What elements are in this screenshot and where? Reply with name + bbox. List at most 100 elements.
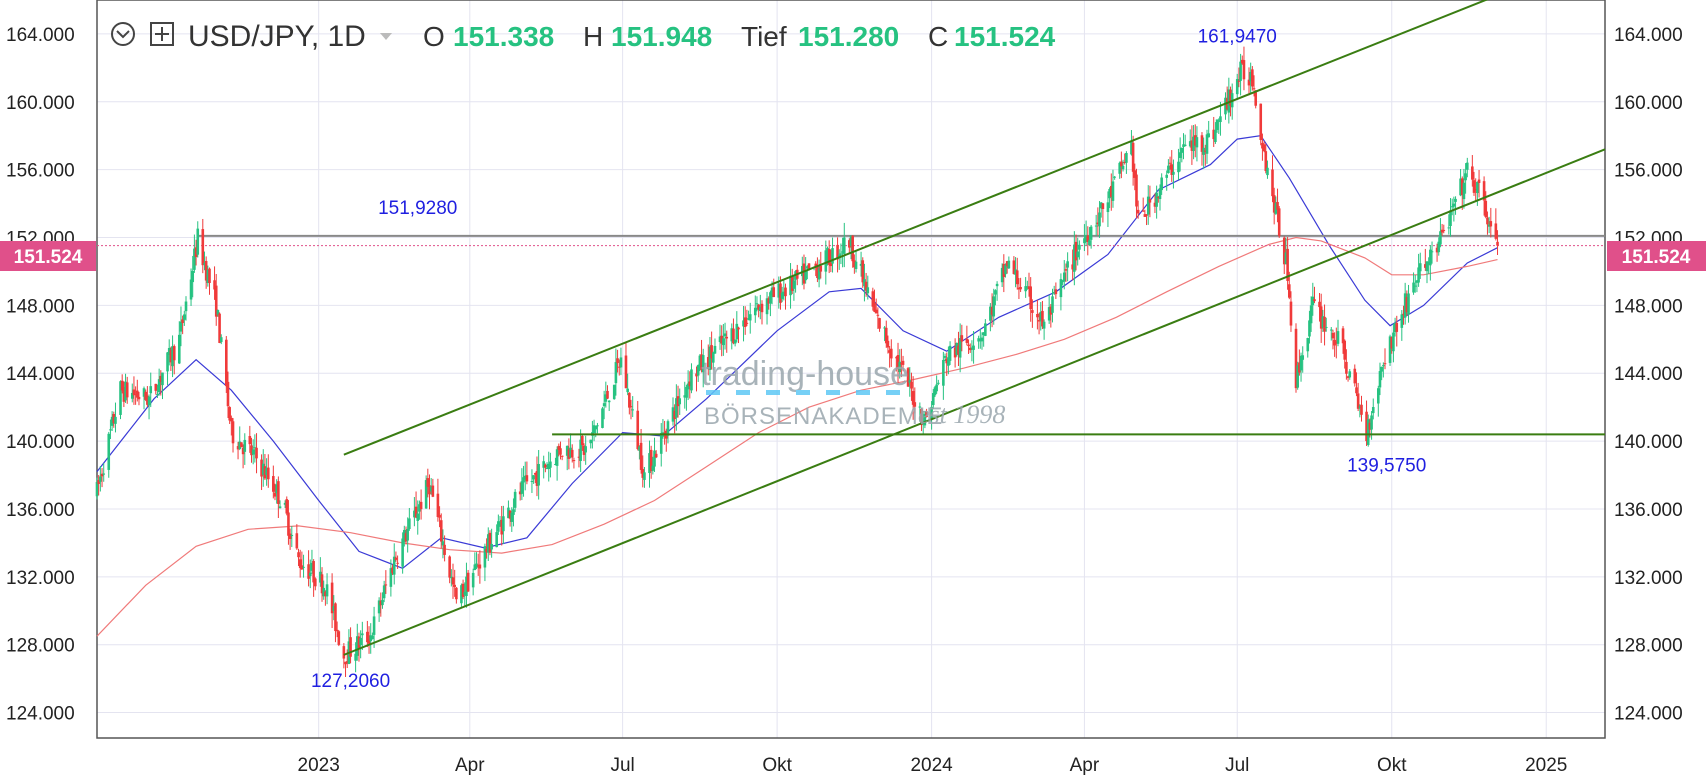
candle-down[interactable] [1141, 197, 1145, 212]
candle-up[interactable] [748, 302, 752, 334]
candle-up[interactable] [831, 237, 834, 273]
candle-down[interactable] [453, 569, 456, 597]
candle-up[interactable] [994, 289, 997, 306]
candle-down[interactable] [1486, 211, 1489, 235]
candle-down[interactable] [384, 570, 388, 594]
candle-down[interactable] [581, 433, 584, 451]
candle-down[interactable] [864, 272, 868, 297]
candle-down[interactable] [871, 287, 875, 311]
candle-down[interactable] [1136, 200, 1140, 219]
candle-down[interactable] [1471, 155, 1474, 187]
candle-up[interactable] [1425, 261, 1429, 284]
candle-up[interactable] [1348, 369, 1352, 380]
candle-up[interactable] [765, 291, 769, 325]
candle-up[interactable] [1042, 319, 1046, 340]
candle-down[interactable] [277, 476, 280, 519]
candle-up[interactable] [167, 339, 171, 366]
candle-down[interactable] [1029, 277, 1032, 322]
candle-up[interactable] [463, 582, 467, 607]
candle-up[interactable] [1450, 198, 1454, 216]
candle-up[interactable] [849, 235, 853, 260]
candle-down[interactable] [636, 400, 640, 451]
candle-down[interactable] [419, 489, 423, 520]
candle-up[interactable] [206, 265, 210, 287]
candle-down[interactable] [1123, 153, 1127, 165]
candle-down[interactable] [285, 496, 289, 516]
candle-up[interactable] [923, 410, 927, 429]
candle-down[interactable] [629, 399, 633, 420]
candle-up[interactable] [355, 623, 359, 661]
candle-down[interactable] [906, 366, 910, 387]
candle-down[interactable] [816, 257, 819, 283]
candle-down[interactable] [394, 551, 398, 562]
candle-down[interactable] [225, 336, 228, 394]
candle-up[interactable] [984, 319, 987, 337]
candle-up[interactable] [520, 468, 524, 501]
candle-down[interactable] [1282, 236, 1286, 275]
candle-down[interactable] [535, 456, 539, 497]
candle-up[interactable] [157, 368, 161, 396]
candle-down[interactable] [1015, 257, 1019, 290]
candle-up[interactable] [403, 525, 406, 547]
candle-down[interactable] [910, 372, 913, 401]
candle-down[interactable] [1131, 135, 1135, 186]
candle-up[interactable] [1407, 284, 1410, 323]
candle-down[interactable] [349, 627, 352, 664]
candle-up[interactable] [1227, 77, 1231, 124]
candle-up[interactable] [392, 543, 396, 585]
candle-up[interactable] [475, 552, 478, 570]
candle-down[interactable] [901, 355, 905, 372]
candle-down[interactable] [1335, 327, 1338, 359]
candle-down[interactable] [990, 293, 994, 328]
candle-up[interactable] [1418, 252, 1422, 279]
candle-down[interactable] [1353, 364, 1357, 387]
candle-up[interactable] [95, 477, 99, 500]
candle-up[interactable] [319, 557, 322, 587]
candle-up[interactable] [261, 449, 265, 487]
candle-down[interactable] [1133, 163, 1137, 191]
candle-down[interactable] [1240, 55, 1244, 65]
candle-down[interactable] [1200, 132, 1204, 166]
candle-up[interactable] [359, 630, 362, 659]
candle-down[interactable] [925, 408, 928, 418]
candle-up[interactable] [931, 389, 935, 410]
candle-up[interactable] [483, 543, 487, 582]
candle-up[interactable] [619, 347, 623, 376]
candle-down[interactable] [878, 317, 881, 332]
candle-up[interactable] [1167, 159, 1170, 174]
collapse-icon[interactable] [111, 22, 135, 46]
candle-down[interactable] [1064, 263, 1068, 282]
candle-up[interactable] [614, 348, 618, 396]
candle-up[interactable] [1311, 282, 1315, 316]
candle-down[interactable] [312, 559, 315, 597]
candle-down[interactable] [557, 443, 561, 457]
candle-down[interactable] [1254, 89, 1258, 109]
candle-down[interactable] [1365, 400, 1368, 446]
candle-down[interactable] [255, 433, 258, 474]
candle-down[interactable] [1482, 176, 1486, 216]
candle-down[interactable] [240, 442, 243, 448]
candle-up[interactable] [1299, 352, 1303, 382]
candle-down[interactable] [743, 306, 747, 335]
candle-down[interactable] [725, 330, 729, 353]
candle-up[interactable] [601, 406, 604, 429]
candle-up[interactable] [1047, 295, 1051, 324]
candle-up[interactable] [1026, 280, 1029, 290]
candle-down[interactable] [1143, 209, 1147, 217]
candle-up[interactable] [1000, 263, 1004, 288]
candle-down[interactable] [337, 630, 341, 647]
candle-up[interactable] [142, 386, 146, 410]
candle-down[interactable] [874, 298, 878, 314]
candle-up[interactable] [1121, 159, 1125, 172]
candle-down[interactable] [1037, 312, 1041, 335]
candle-down[interactable] [1036, 299, 1039, 330]
candle-down[interactable] [639, 428, 643, 474]
candle-down[interactable] [616, 349, 619, 373]
candle-up[interactable] [817, 259, 821, 288]
candle-down[interactable] [617, 359, 621, 376]
candle-up[interactable] [854, 250, 858, 273]
candle-up[interactable] [177, 321, 181, 365]
candle-down[interactable] [298, 549, 302, 578]
candle-down[interactable] [688, 371, 692, 399]
